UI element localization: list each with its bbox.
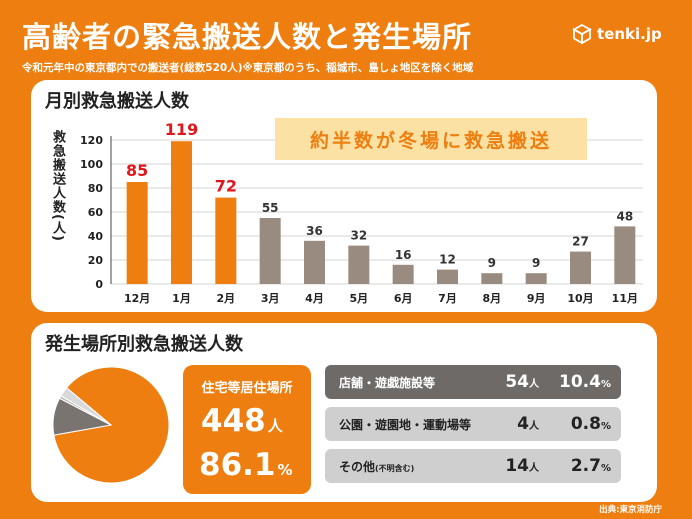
bar (437, 269, 458, 284)
y-tick-label: 60 (88, 206, 104, 219)
x-tick-label: 6月 (394, 292, 413, 305)
bar-value-label: 16 (395, 248, 412, 262)
x-tick-label: 1月 (172, 292, 191, 305)
bar-value-label: 9 (532, 256, 540, 270)
bar (304, 240, 325, 284)
bar (259, 218, 281, 284)
category-name: その他(不明含む) (339, 459, 415, 474)
y-tick-label: 100 (80, 158, 103, 171)
bar-value-label: 36 (306, 224, 323, 238)
category-name: 店舗・遊戯施設等 (339, 375, 436, 390)
x-tick-label: 11月 (612, 292, 638, 305)
x-tick-label: 12月 (124, 292, 150, 305)
location-pie-chart (52, 366, 170, 484)
x-tick-label: 3月 (261, 292, 280, 305)
y-tick-label: 0 (95, 278, 103, 291)
category-row-parks: 公園・遊園地・運動場等 4人 0.8% (325, 407, 621, 441)
y-tick-label: 120 (80, 134, 103, 147)
callout-banner: 約半数が冬場に救急搬送 (275, 118, 587, 160)
category-count: 54人 (505, 372, 539, 392)
bar (481, 273, 503, 284)
bar (171, 141, 192, 284)
main-location-label: 住宅等居住場所 (201, 381, 293, 396)
location-panel: 発生場所別救急搬送人数 住宅等居住場所 448 人 86.1% 店舗・遊戯施設等 … (31, 323, 657, 502)
bar-value-label: 9 (488, 256, 496, 270)
x-tick-label: 9月 (527, 292, 546, 305)
y-tick-label: 20 (88, 254, 104, 267)
bar-value-label: 85 (126, 161, 148, 180)
y-tick-label: 80 (88, 182, 104, 195)
main-location-box: 住宅等居住場所 448 人 86.1% (183, 365, 311, 494)
logo-text: tenki.jp (597, 25, 662, 43)
x-tick-label: 10月 (567, 292, 593, 305)
y-axis-label: 救急搬送人数(人) (50, 130, 65, 242)
monthly-chart-panel: 月別救急搬送人数 救急搬送人数(人) 0 20 40 60 80 100 120 85 12月 1… (31, 80, 657, 312)
x-tick-label: 2月 (217, 292, 236, 305)
category-pct: 10.4% (559, 372, 611, 392)
category-row-other: その他(不明含む) 14人 2.7% (325, 449, 621, 483)
category-count: 14人 (505, 456, 539, 476)
page-title: 高齢者の緊急搬送人数と発生場所 (22, 20, 473, 54)
main-location-pct: 86.1% (199, 447, 293, 483)
y-tick-label: 40 (88, 230, 104, 243)
bar-value-label: 12 (439, 253, 456, 267)
monthly-chart-title: 月別救急搬送人数 (45, 91, 189, 112)
bar-value-label: 72 (215, 177, 237, 196)
category-row-shops: 店舗・遊戯施設等 54人 10.4% (325, 365, 621, 399)
main-location-count: 448 人 (201, 403, 283, 439)
page-subtitle: 令和元年中の東京都内での搬送者(総数520人)※東京都のうち、稲城市、島しょ地区… (22, 62, 474, 74)
category-pct: 2.7% (570, 456, 611, 476)
bar (392, 264, 414, 284)
bar-value-label: 119 (165, 120, 198, 139)
x-tick-label: 4月 (305, 292, 324, 305)
x-tick-label: 8月 (483, 292, 502, 305)
x-tick-label: 7月 (438, 292, 457, 305)
brand-logo[interactable]: tenki.jp (572, 24, 662, 44)
bar (525, 273, 547, 284)
x-tick-label: 5月 (350, 292, 369, 305)
pie-slice (60, 387, 112, 426)
bar-value-label: 48 (616, 209, 633, 223)
bar (215, 197, 237, 284)
category-pct: 0.8% (570, 414, 611, 434)
bar-value-label: 55 (262, 201, 279, 215)
category-count: 4人 (517, 414, 539, 434)
category-name: 公園・遊園地・運動場等 (339, 417, 472, 432)
bar-value-label: 32 (350, 229, 367, 243)
bar-value-label: 27 (572, 235, 589, 249)
monthly-bar-chart: 0 20 40 60 80 100 120 85 12月 119 1月 72 2月 55 3月 36 4月 32 5… (80, 120, 643, 305)
bar (348, 245, 370, 284)
bar (126, 182, 148, 284)
location-title: 発生場所別救急搬送人数 (45, 334, 243, 355)
bar (614, 226, 636, 284)
source-credit: 出典:東京消防庁 (599, 505, 662, 515)
bar (570, 251, 591, 284)
cube-logo-icon (572, 24, 592, 44)
